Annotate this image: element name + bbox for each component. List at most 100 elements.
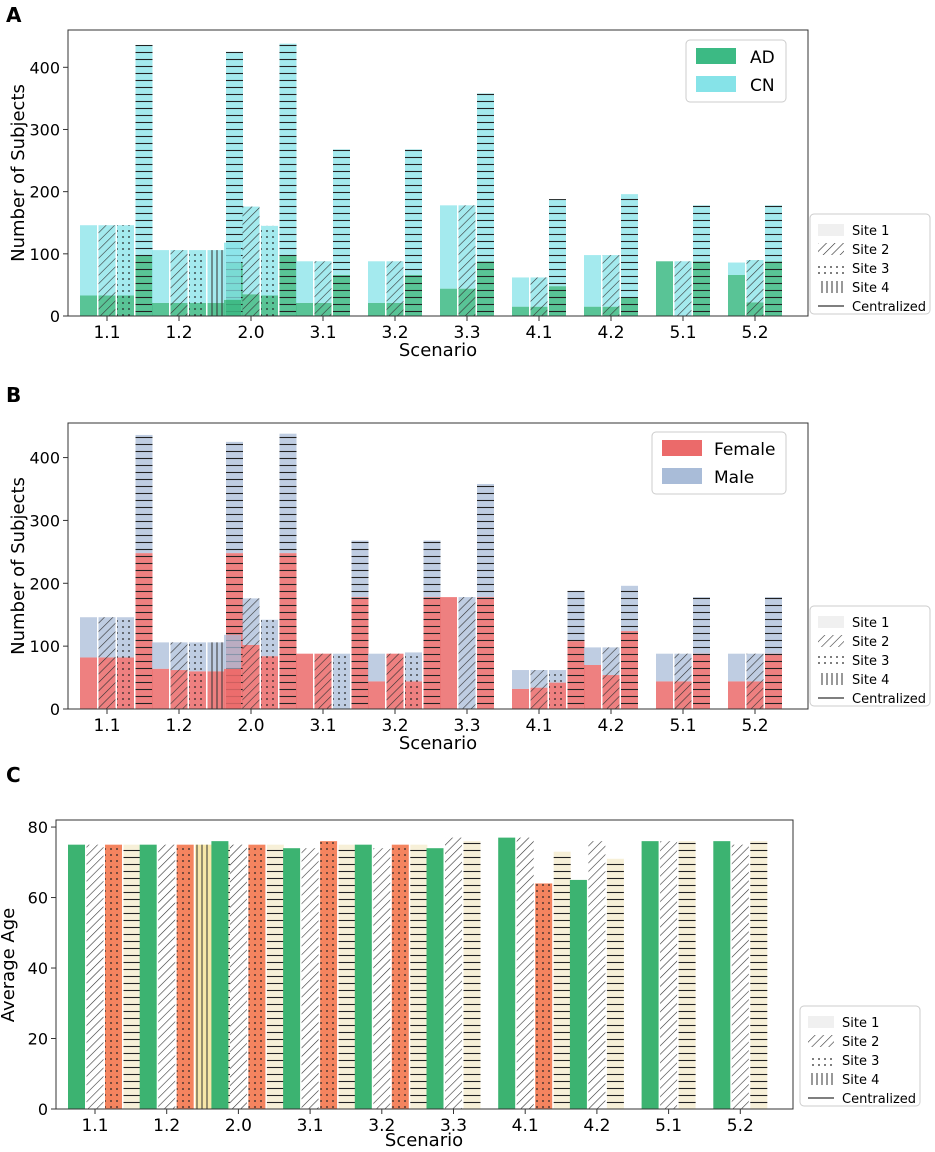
bar-3-1-site-1-lower [296, 653, 313, 709]
bar-4-2-site-1-lower [584, 306, 601, 316]
x-tick-label: 3.3 [453, 716, 480, 736]
legend-label-site-2: Site 2 [852, 635, 889, 650]
bar-hatch-site-2 [445, 837, 462, 1109]
legend-label-site-1: Site 1 [842, 1016, 879, 1031]
bar-4-1-site-1-lower [512, 306, 529, 316]
bar-3-1-site-1-upper [296, 261, 313, 303]
bar-5-2-site-1-upper [728, 653, 745, 682]
bar-hatch-centralized [333, 149, 350, 316]
bar-hatch-site-2 [314, 261, 332, 316]
bar-1-1-site-1-upper [80, 617, 97, 658]
x-tick-label: 3.2 [381, 323, 408, 343]
legend-swatch-site-3 [808, 1054, 834, 1066]
panel-c-x-axis: 1.1 1.2 2.0 3.1 3.2 3.3 4.1 4.2 5.1 5.2 [81, 1109, 754, 1136]
legend-ad-label: AD [750, 48, 775, 68]
bar-hatch-site-2 [660, 841, 678, 1109]
bar-hatch-site-2 [314, 653, 332, 709]
y-tick-label: 0 [50, 700, 60, 719]
x-tick-label: 4.2 [597, 716, 624, 736]
legend-swatch-site-4 [818, 673, 844, 685]
bar-3-2-site-1-upper [368, 653, 385, 682]
bar-1-1-site-1-lower [80, 657, 97, 709]
panel-c-y-label: Average Age [0, 908, 19, 1022]
x-tick-label: 4.1 [525, 323, 552, 343]
bar-hatch-site-4 [207, 250, 225, 316]
x-tick-label: 4.2 [597, 323, 624, 343]
bar-hatch-site-2 [170, 250, 188, 316]
bar-hatch-centralized [410, 844, 428, 1109]
x-tick-label: 5.2 [741, 323, 768, 343]
bar-hatch-site-4 [195, 844, 213, 1109]
bar-hatch-site-2 [731, 844, 749, 1109]
x-tick-label: 4.2 [583, 1116, 610, 1136]
legend-label-centralized: Centralized [852, 692, 926, 707]
panel-b-site-legend: Site 1 Site 2 Site 3 Site 4 Centralized [809, 605, 931, 707]
bar-hatch-site-2 [301, 848, 319, 1109]
legend-male-label: Male [714, 468, 754, 488]
legend-female-swatch [662, 440, 702, 456]
legend-label-site-1: Site 1 [852, 616, 889, 631]
y-tick-label: 40 [28, 959, 48, 978]
bar-hatch-site-2 [386, 653, 404, 709]
x-tick-label: 2.0 [237, 323, 264, 343]
legend-label-centralized: Centralized [842, 1092, 916, 1107]
bar-hatch-site-2 [373, 848, 391, 1109]
bar-5-1-site-1 [641, 841, 659, 1109]
x-tick-label: 3.1 [297, 1116, 324, 1136]
y-tick-label: 400 [29, 449, 60, 468]
x-tick-label: 3.2 [381, 716, 408, 736]
y-tick-label: 100 [29, 637, 60, 656]
bar-5-2-site-1-upper [728, 262, 745, 275]
x-tick-label: 1.2 [165, 323, 192, 343]
legend-label-site-4: Site 4 [852, 673, 889, 688]
x-tick-label: 2.0 [237, 716, 264, 736]
x-tick-label: 3.3 [453, 323, 480, 343]
legend-label-site-2: Site 2 [852, 243, 889, 258]
panel-label-c: C [6, 763, 21, 787]
legend-swatch-site-2 [818, 243, 844, 255]
bar-hatch-centralized [477, 483, 494, 709]
bar-2-0-site-1-lower [224, 299, 241, 316]
legend-label-site-3: Site 3 [842, 1054, 879, 1069]
bar-1-2-site-1-upper [152, 642, 169, 669]
bar-3-3-site-1-lower [440, 288, 457, 316]
bar-hatch-site-2 [98, 225, 116, 316]
x-tick-label: 5.2 [727, 1116, 754, 1136]
bar-hatch-site-2 [458, 205, 476, 316]
bar-hatch-site-2 [242, 206, 260, 316]
panel-b-y-label: Number of Subjects [8, 477, 29, 655]
bar-hatch-site-3 [535, 883, 553, 1109]
panel-c-frame [55, 819, 794, 1110]
bar-3-3-site-1 [426, 848, 444, 1109]
bar-4-1-site-1-upper [512, 277, 529, 307]
bar-3-1-site-1-lower [296, 302, 313, 316]
bar-hatch-centralized [567, 590, 585, 709]
bar-hatch-centralized [553, 851, 571, 1109]
legend-label-site-4: Site 4 [852, 281, 889, 296]
y-tick-label: 200 [29, 574, 60, 593]
bar-hatch-site-2 [530, 670, 548, 709]
panel-b-y-axis: 0 100 200 300 400 [29, 449, 68, 719]
bar-1-1-site-1-lower [80, 295, 97, 316]
x-tick-label: 3.1 [309, 716, 336, 736]
legend-label-site-1: Site 1 [852, 224, 889, 239]
bar-hatch-centralized [693, 597, 710, 709]
panel-a-legend: AD CN [685, 39, 787, 103]
bar-hatch-site-3 [117, 225, 134, 316]
bar-1-2-site-1-upper [152, 250, 169, 303]
bar-4-1-site-1 [498, 837, 516, 1109]
panel-c-site-legend: Site 1 Site 2 Site 3 Site 4 Centralized [799, 1005, 921, 1107]
x-tick-label: 1.2 [165, 716, 192, 736]
y-tick-label: 60 [28, 889, 48, 908]
bar-hatch-site-3 [261, 225, 278, 316]
x-tick-label: 1.1 [81, 1116, 108, 1136]
x-tick-label: 2.0 [225, 1116, 252, 1136]
panel-a-chart: 0 100 200 300 400 1.1 1.2 2.0 3.1 3.2 3.3 4.1 4.2 5.… [8, 29, 809, 361]
bar-hatch-site-2 [386, 261, 404, 316]
y-tick-label: 80 [28, 818, 48, 837]
bar-4-2-site-1-upper [584, 255, 601, 307]
y-tick-label: 200 [29, 183, 60, 202]
bar-hatch-site-3 [248, 844, 266, 1109]
bar-hatch-site-3 [549, 670, 566, 709]
